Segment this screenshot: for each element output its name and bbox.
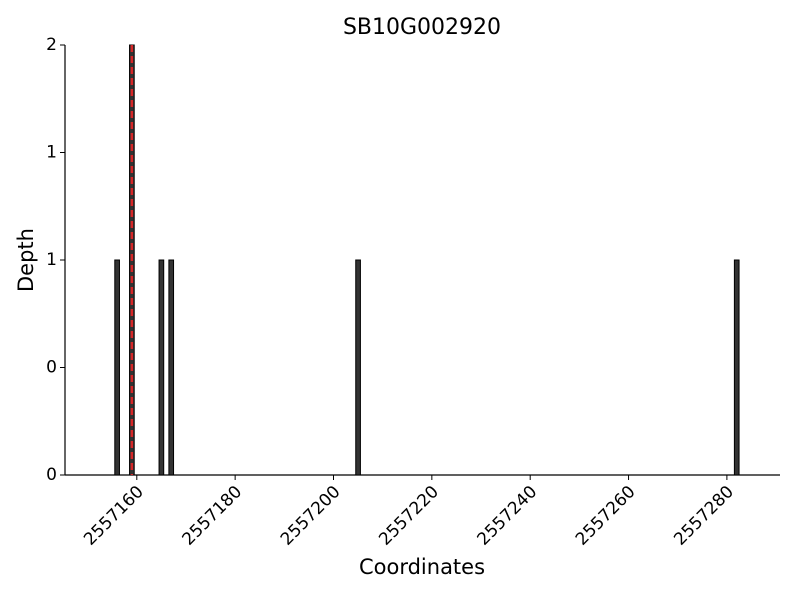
bar [114, 259, 120, 476]
x-tick-label: 2557180 [179, 482, 247, 550]
y-tick-label: 1 [46, 143, 57, 163]
x-tick-label: 2557160 [80, 482, 148, 550]
bar [158, 259, 165, 476]
x-axis-label: Coordinates [359, 555, 485, 579]
x-tick-label: 2557220 [375, 482, 443, 550]
y-tick-label: 2 [46, 35, 57, 55]
x-tick-label: 2557240 [474, 482, 542, 550]
x-tick-label: 2557260 [572, 482, 640, 550]
bar [733, 259, 740, 476]
bar [355, 259, 361, 476]
y-axis-label: Depth [14, 228, 38, 292]
y-tick-label: 1 [46, 250, 57, 270]
x-tick-label: 2557280 [670, 482, 738, 550]
y-tick-label: 0 [46, 465, 57, 485]
y-tick-label: 0 [46, 358, 57, 378]
x-tick-label: 2557200 [277, 482, 345, 550]
chart-title: SB10G002920 [343, 15, 501, 40]
bar [168, 259, 175, 476]
